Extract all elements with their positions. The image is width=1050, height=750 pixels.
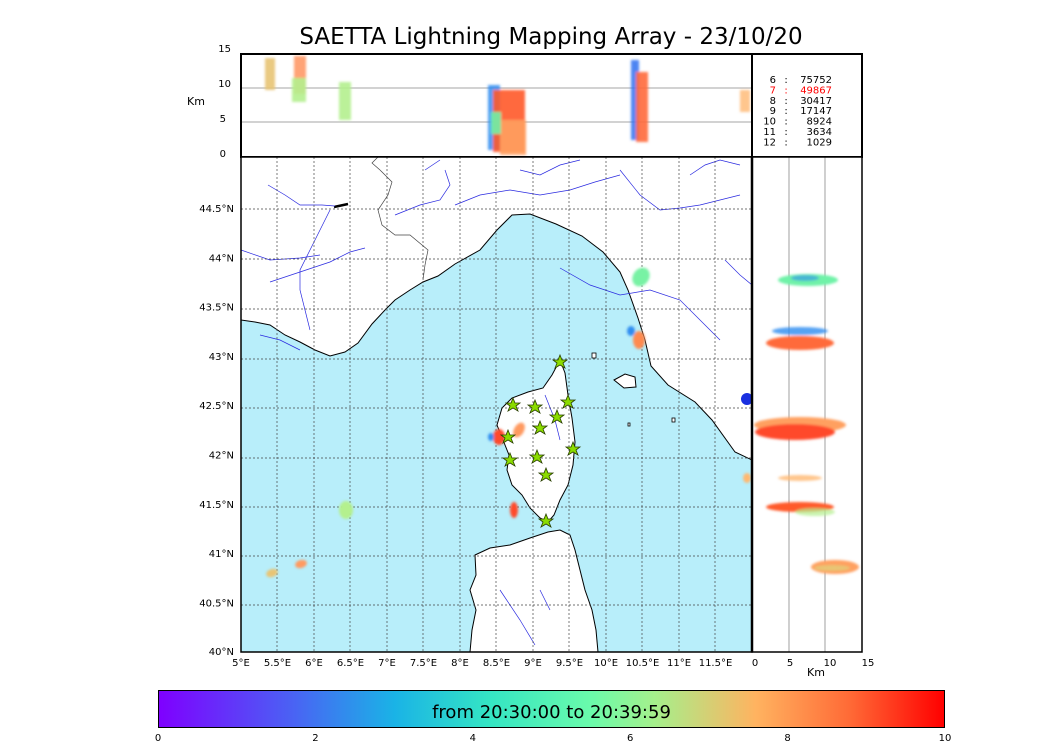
latitude-ticks: 44.5°N 44°N 43.5°N 43°N 42.5°N 42°N 41.5°N 41°N… xyxy=(199,204,234,658)
count-value: 49867 xyxy=(800,85,832,96)
montecristo-island xyxy=(627,422,631,427)
lat-tick-label: 40°N xyxy=(209,647,234,658)
count-index: 11 xyxy=(763,127,776,138)
alt-tick-15: 15 xyxy=(218,44,231,55)
count-value: 17147 xyxy=(800,106,832,117)
france-italy-border xyxy=(377,169,429,281)
map-graticule xyxy=(241,157,752,652)
elba-island xyxy=(613,373,637,389)
colorbar-tick: 2 xyxy=(312,733,319,744)
alt-tick-5: 5 xyxy=(220,114,226,125)
lon-tick-label: 5°E xyxy=(232,658,250,669)
lon-tick-label: 10°E xyxy=(594,658,618,669)
count-separator: : xyxy=(784,85,787,96)
side-tick-0: 0 xyxy=(752,658,758,669)
colorbar-tick: 8 xyxy=(784,733,791,744)
corsica-island xyxy=(496,358,576,523)
count-value: 30417 xyxy=(800,96,832,107)
rivers xyxy=(241,159,752,646)
count-value: 8924 xyxy=(807,117,832,128)
count-value: 75752 xyxy=(800,75,832,86)
lake-geneva xyxy=(333,202,349,209)
lon-tick-label: 9°E xyxy=(524,658,542,669)
lat-tick-label: 42°N xyxy=(209,451,234,462)
lon-tick-label: 11°E xyxy=(667,658,691,669)
lat-tick-label: 42.5°N xyxy=(199,401,234,412)
side-tick-5: 5 xyxy=(787,658,793,669)
side-tick-15: 15 xyxy=(862,658,875,669)
figure-title: SAETTA Lightning Mapping Array - 23/10/2… xyxy=(299,24,803,50)
count-separator: : xyxy=(784,106,787,117)
lon-tick-label: 7°E xyxy=(378,658,396,669)
count-index: 8 xyxy=(770,96,776,107)
lat-tick-label: 44.5°N xyxy=(199,204,234,215)
lon-tick-label: 5.5°E xyxy=(264,658,291,669)
mainland-land xyxy=(241,157,752,461)
lma-stations xyxy=(499,353,582,528)
map-lightning-sources xyxy=(266,267,751,578)
top-lightning-sources xyxy=(265,56,750,155)
colorbar-label: from 20:30:00 to 20:39:59 xyxy=(432,702,671,723)
altitude-longitude-panel xyxy=(240,53,753,158)
lon-tick-label: 8.5°E xyxy=(483,658,510,669)
colorbar-tick: 0 xyxy=(154,733,162,744)
lon-tick-label: 6.5°E xyxy=(337,658,364,669)
longitude-ticks: 5°E 5.5°E 6°E 6.5°E 7°E 7.5°E 8°E 8.5°E 9°E 9.5°E… xyxy=(232,658,732,669)
lat-tick-label: 40.5°N xyxy=(199,598,234,609)
colorbar-tick: 6 xyxy=(627,733,634,744)
side-axis-label: Km xyxy=(807,666,825,679)
capraia-island xyxy=(591,352,597,359)
alt-tick-10: 10 xyxy=(218,79,231,90)
count-separator: : xyxy=(784,96,787,107)
colorbar-tick: 10 xyxy=(938,733,952,744)
alt-axis-label: Km xyxy=(187,95,205,108)
lon-tick-label: 7.5°E xyxy=(410,658,437,669)
count-value: 3634 xyxy=(807,127,832,138)
lat-tick-label: 41°N xyxy=(209,549,234,560)
side-tick-10: 10 xyxy=(824,658,837,669)
count-index: 7 xyxy=(770,85,776,96)
lat-tick-label: 44°N xyxy=(209,253,234,264)
count-index: 6 xyxy=(770,75,776,86)
count-index: 10 xyxy=(763,117,776,128)
count-separator: : xyxy=(784,75,787,86)
count-index: 12 xyxy=(763,137,776,148)
blue-source-point xyxy=(741,393,752,405)
count-separator: : xyxy=(784,137,787,148)
alt-tick-0: 0 xyxy=(220,149,226,160)
lon-tick-label: 6°E xyxy=(305,658,323,669)
lat-tick-label: 41.5°N xyxy=(199,500,234,511)
sardinia-island xyxy=(469,529,599,652)
swiss-border xyxy=(371,157,381,171)
lat-tick-label: 43°N xyxy=(209,352,234,363)
counts-panel: 6: 75752 7: 49867 8: 30417 9: 17147 10: 8924 11: 36… xyxy=(751,53,863,158)
giglio-island xyxy=(671,417,676,423)
colorbar xyxy=(158,690,945,728)
latitude-altitude-panel xyxy=(750,156,863,653)
count-separator: : xyxy=(784,117,787,128)
lon-tick-label: 8°E xyxy=(451,658,469,669)
lon-tick-label: 10.5°E xyxy=(626,658,660,669)
lat-tick-label: 43.5°N xyxy=(199,303,234,314)
side-lightning-sources xyxy=(754,274,859,574)
map-panel xyxy=(240,156,753,653)
count-value: 1029 xyxy=(807,137,832,148)
counts-table: 6: 75752 7: 49867 8: 30417 9: 17147 10: 8924 11: 36… xyxy=(763,75,832,148)
count-index: 9 xyxy=(770,106,776,117)
colorbar-tick: 4 xyxy=(469,733,476,744)
lon-tick-label: 11.5°E xyxy=(699,658,733,669)
lon-tick-label: 9.5°E xyxy=(556,658,583,669)
count-separator: : xyxy=(784,127,787,138)
